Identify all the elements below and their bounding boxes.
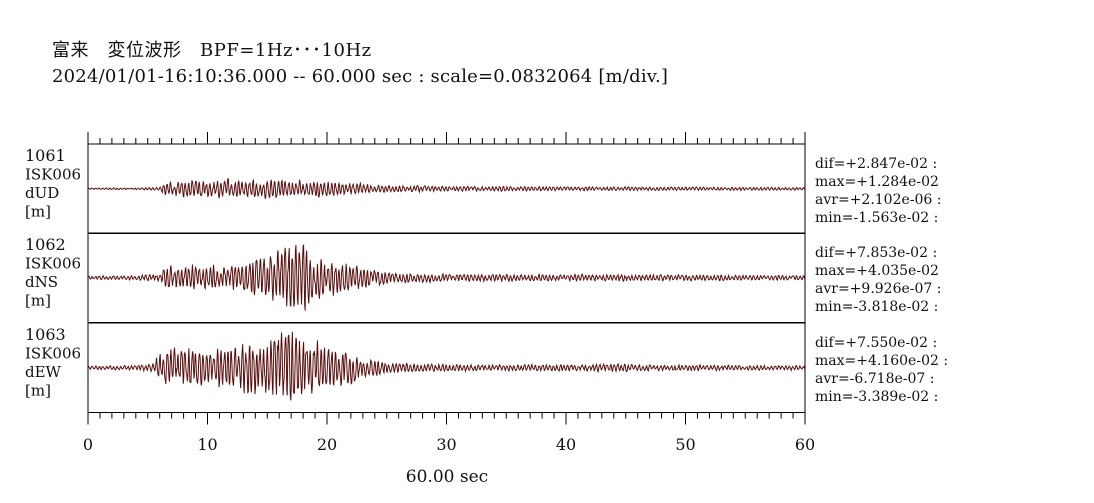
- x-tick-label: 40: [556, 435, 576, 454]
- channel-stat: min=-3.818e-02 :: [815, 299, 938, 315]
- waveform-trace: [87, 178, 806, 200]
- time-axis: 0 10 20 30 40 50 60: [83, 132, 815, 454]
- x-tick-label: 60: [795, 435, 815, 454]
- channel-label-line: [m]: [25, 292, 51, 310]
- channel-stat: min=-1.563e-02 :: [815, 210, 938, 226]
- x-axis-label: 60.00 sec: [406, 467, 488, 487]
- channel-stat: dif=+7.550e-02 :: [815, 335, 937, 351]
- channel-labels: 1061ISK006dUD[m]1062ISK006dNS[m]1063ISK0…: [25, 146, 81, 400]
- channel-label-line: dNS: [25, 273, 58, 291]
- channel-label-line: dUD: [25, 184, 59, 202]
- channel-label-line: ISK006: [25, 345, 81, 363]
- waveform-traces: [87, 178, 806, 401]
- x-tick-label: 10: [197, 435, 217, 454]
- channel-stat: max=+4.160e-02 :: [815, 353, 948, 369]
- channel-label-line: 1061: [25, 146, 66, 165]
- channel-stat: max=+4.035e-02: [815, 263, 939, 279]
- channel-label-line: ISK006: [25, 166, 81, 184]
- channel-label-line: 1062: [25, 235, 66, 254]
- waveform-trace: [87, 331, 806, 401]
- channel-stat: avr=+9.926e-07 :: [815, 281, 942, 297]
- channel-stat: min=-3.389e-02 :: [815, 389, 938, 405]
- waveform-trace: [87, 243, 806, 311]
- x-tick-label: 0: [83, 435, 93, 454]
- x-tick-label: 50: [675, 435, 695, 454]
- channel-stat: avr=+2.102e-06 :: [815, 192, 942, 208]
- channel-stat: dif=+7.853e-02 :: [815, 245, 937, 261]
- channel-label-line: [m]: [25, 203, 51, 221]
- channel-label-line: [m]: [25, 382, 51, 400]
- channel-label-line: ISK006: [25, 255, 81, 273]
- channel-stat: dif=+2.847e-02 :: [815, 156, 937, 172]
- chart-subtitle: 2024/01/01-16:10:36.000 -- 60.000 sec : …: [52, 66, 669, 87]
- channel-stat: avr=-6.718e-07 :: [815, 371, 935, 387]
- chart-title: 富来 変位波形 BPF=1Hz･･･10Hz: [52, 40, 372, 61]
- channel-stat: max=+1.284e-02: [815, 174, 939, 190]
- channel-label-line: 1063: [25, 325, 66, 344]
- x-tick-label: 20: [317, 435, 337, 454]
- channel-stats: dif=+2.847e-02 : max=+1.284e-02 avr=+2.102…: [815, 156, 948, 405]
- x-tick-label: 30: [436, 435, 456, 454]
- channel-label-line: dEW: [25, 363, 62, 381]
